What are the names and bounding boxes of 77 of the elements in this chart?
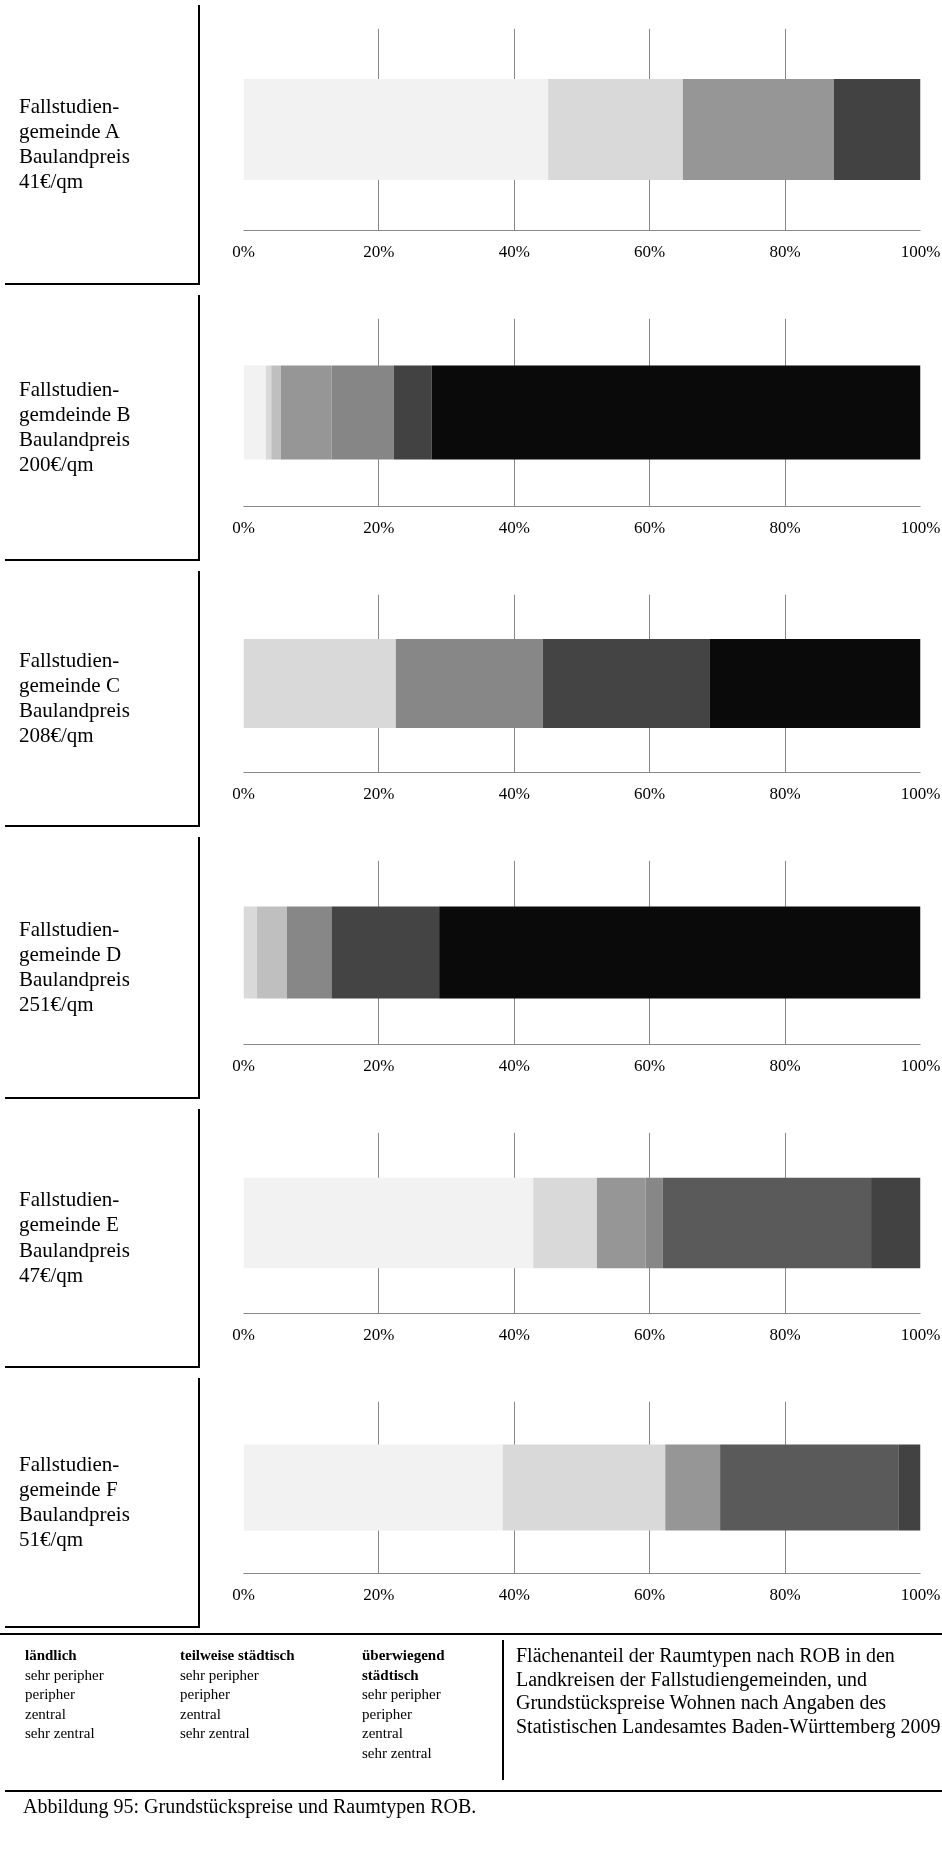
text: Fallstudien- gemdeinde B Baulandpreis 200€/qm (19, 376, 131, 478)
x-tick-label: 40% (498, 517, 530, 537)
x-tick-label: 20% (363, 241, 395, 261)
text: Flächenanteil der Raumtypen nach ROB in den Landkreisen der Fallstudiengemeinden, und Grundstückspreise Wohnen nach Angaben des Statistischen Landesamtes Baden-Württemberg 2009 (515, 1643, 942, 1739)
bar (243, 1177, 534, 1269)
text: teilweise städtisch sehr peripher peripher zentral sehr zentral (180, 1646, 296, 1743)
bar (665, 1444, 721, 1531)
x-tick-label: 60% (634, 517, 666, 537)
x-tick-label: 100% (900, 783, 941, 803)
x-tick-label: 60% (634, 1324, 666, 1344)
bar (439, 906, 921, 999)
x-tick-label: 0% (232, 783, 255, 803)
x-tick-label: 40% (498, 1584, 530, 1604)
bar (709, 639, 921, 728)
bar (645, 1177, 663, 1269)
x-tick-label: 100% (900, 241, 941, 261)
text: Abbildung 95: Grundstückspreise und Raumtypen ROB. (22, 1794, 477, 1820)
bar (331, 906, 440, 999)
bar (243, 79, 549, 180)
x-tick-label: 0% (232, 1584, 255, 1604)
bar (243, 1444, 503, 1531)
bar (431, 365, 921, 460)
x-tick-label: 0% (232, 1324, 255, 1344)
x-tick-label: 40% (498, 783, 530, 803)
bar (393, 365, 432, 460)
bar (265, 365, 272, 460)
bar (243, 365, 266, 460)
x-tick-label: 20% (363, 517, 395, 537)
x-tick-label: 60% (634, 241, 666, 261)
bar (271, 365, 281, 460)
x-tick-label: 100% (900, 517, 941, 537)
x-tick-label: 80% (769, 783, 801, 803)
x-tick-label: 60% (634, 783, 666, 803)
bar (542, 639, 710, 728)
x-tick-label: 20% (363, 1324, 395, 1344)
bar (833, 79, 921, 180)
bar (257, 906, 287, 999)
x-tick-label: 40% (498, 1055, 530, 1075)
bar (548, 79, 683, 180)
x-tick-label: 80% (769, 517, 801, 537)
x-tick-label: 20% (363, 1055, 395, 1075)
x-tick-label: 100% (900, 1324, 941, 1344)
bar (533, 1177, 597, 1269)
text: Fallstudien- gemeinde E Baulandpreis 47€/qm (19, 1187, 130, 1288)
x-tick-label: 100% (900, 1584, 941, 1604)
x-tick-label: 40% (498, 241, 530, 261)
bar (871, 1177, 921, 1269)
x-tick-label: 40% (498, 1324, 530, 1344)
x-tick-label: 80% (769, 1584, 801, 1604)
text: Fallstudien- gemeinde A Baulandpreis 41€/qm (19, 93, 130, 195)
x-tick-label: 80% (769, 1055, 801, 1075)
text: Fallstudien- gemeinde F Baulandpreis 51€/qm (19, 1451, 130, 1553)
x-tick-label: 0% (232, 1055, 255, 1075)
bar (280, 365, 332, 460)
bar (502, 1444, 666, 1531)
bar (286, 906, 332, 999)
bar (898, 1444, 921, 1531)
text: Fallstudien- gemeinde C Baulandpreis 208€/qm (19, 647, 130, 749)
bar (596, 1177, 646, 1269)
x-tick-label: 20% (363, 1584, 395, 1604)
x-tick-label: 0% (232, 241, 255, 261)
bar (720, 1444, 899, 1531)
x-tick-label: 100% (900, 1055, 941, 1075)
bar (395, 639, 543, 728)
text: ländlich sehr peripher peripher zentral sehr zentral (25, 1646, 105, 1743)
bar (662, 1177, 872, 1269)
x-tick-label: 80% (769, 1324, 801, 1344)
x-tick-label: 20% (363, 783, 395, 803)
x-tick-label: 60% (634, 1584, 666, 1604)
x-tick-label: 60% (634, 1055, 666, 1075)
bar (682, 79, 834, 180)
bar (243, 639, 396, 728)
x-tick-label: 80% (769, 241, 801, 261)
text: Fallstudien- gemeinde D Baulandpreis 251€/qm (19, 916, 130, 1018)
x-tick-label: 0% (232, 517, 255, 537)
bar (243, 906, 258, 999)
text: überwiegend städtisch sehr peripher peripher zentral sehr zentral (362, 1646, 446, 1763)
